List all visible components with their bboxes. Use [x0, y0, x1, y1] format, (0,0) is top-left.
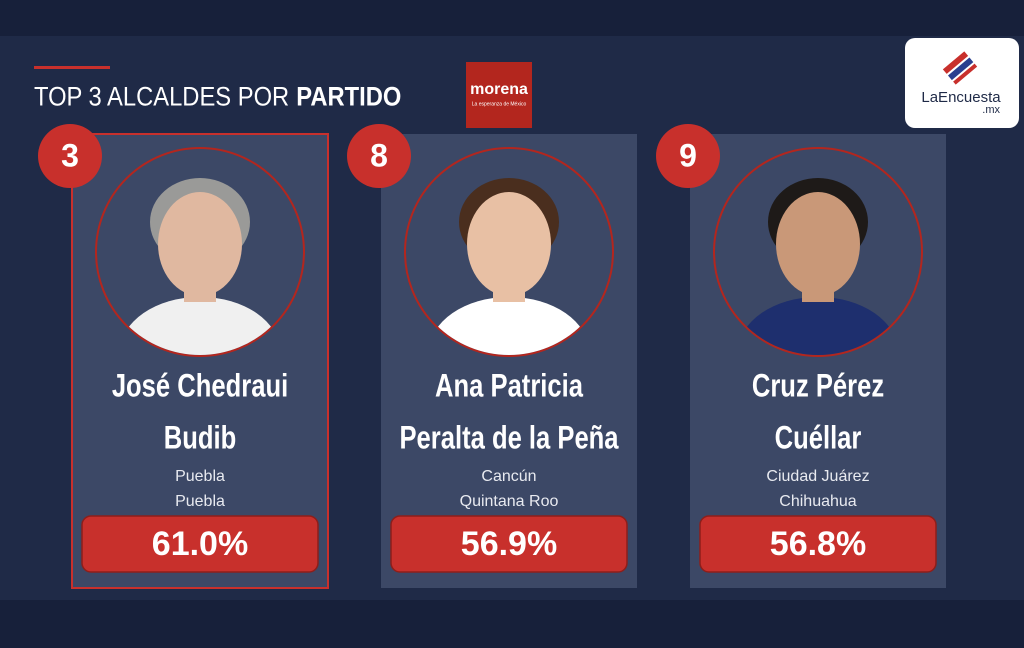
- title: TOP 3 ALCALDES POR PARTIDO: [34, 82, 401, 112]
- title-regular: TOP 3 ALCALDES POR: [34, 82, 289, 112]
- rank-badge: [347, 124, 411, 188]
- photo-body: [738, 297, 898, 355]
- candidate-name: Ana Patricia: [435, 369, 584, 404]
- percent-box: [390, 515, 628, 573]
- percent: 61.0%: [152, 525, 248, 563]
- brand-logo-box: [905, 38, 1019, 128]
- brand-icon: [942, 51, 978, 85]
- candidate-card: 3 José Chedraui Budib Puebla Puebla 61.0%: [38, 124, 329, 589]
- location: Ciudad Juárez: [766, 468, 869, 485]
- photo-body: [429, 297, 589, 355]
- photo-body: [120, 297, 280, 355]
- candidate-name: José Chedraui: [112, 369, 288, 404]
- name-group: José Chedraui: [112, 369, 288, 404]
- photo: [429, 178, 589, 355]
- location: Chihuahua: [779, 493, 857, 510]
- photo: [738, 178, 898, 355]
- location: Puebla: [175, 493, 225, 510]
- candidate-name: Cruz Pérez: [752, 369, 884, 404]
- photo-face: [158, 192, 242, 296]
- rank: 3: [61, 137, 79, 173]
- party-logo: morena: [470, 81, 528, 98]
- brand-suffix: .mx: [982, 104, 1000, 116]
- candidate-name: Budib: [164, 421, 236, 456]
- bottom-strip: [0, 600, 1024, 648]
- percent: 56.8%: [770, 525, 866, 563]
- party-tagline: La esperanza de México: [472, 101, 527, 107]
- candidate-name: Peralta de la Peña: [399, 421, 619, 456]
- name-group: Budib: [164, 421, 236, 456]
- percent-box: [81, 515, 319, 573]
- rank-badge: [38, 124, 102, 188]
- location: Puebla: [175, 468, 225, 485]
- name-group: Peralta de la Peña: [399, 421, 619, 456]
- name-group: Cruz Pérez: [752, 369, 884, 404]
- candidate-card: 8 Ana Patricia Peralta de la Peña Cancún Qui…: [347, 124, 637, 588]
- photo-face: [776, 192, 860, 296]
- name-group: Cuéllar: [775, 421, 862, 456]
- rank-badge: [656, 124, 720, 188]
- percent: 56.9%: [461, 525, 557, 563]
- location: Quintana Roo: [460, 493, 559, 510]
- cards: 3 José Chedraui Budib Puebla Puebla 61.0% 8 Ana…: [38, 124, 946, 589]
- title-accent: [34, 66, 110, 69]
- photo: [120, 178, 280, 355]
- top-strip: [0, 0, 1024, 36]
- percent-box: [699, 515, 937, 573]
- party-logo-box: [466, 62, 532, 128]
- name-group: Ana Patricia: [435, 369, 584, 404]
- candidate-name: Cuéllar: [775, 421, 862, 456]
- title-bold: PARTIDO: [296, 82, 401, 112]
- brand-name: LaEncuesta: [921, 89, 1001, 106]
- photo-face: [467, 192, 551, 296]
- rank: 9: [679, 137, 697, 173]
- location: Cancún: [481, 468, 536, 485]
- candidate-card: 9 Cruz Pérez Cuéllar Ciudad Juárez Chihuahua…: [656, 124, 946, 588]
- rank: 8: [370, 137, 388, 173]
